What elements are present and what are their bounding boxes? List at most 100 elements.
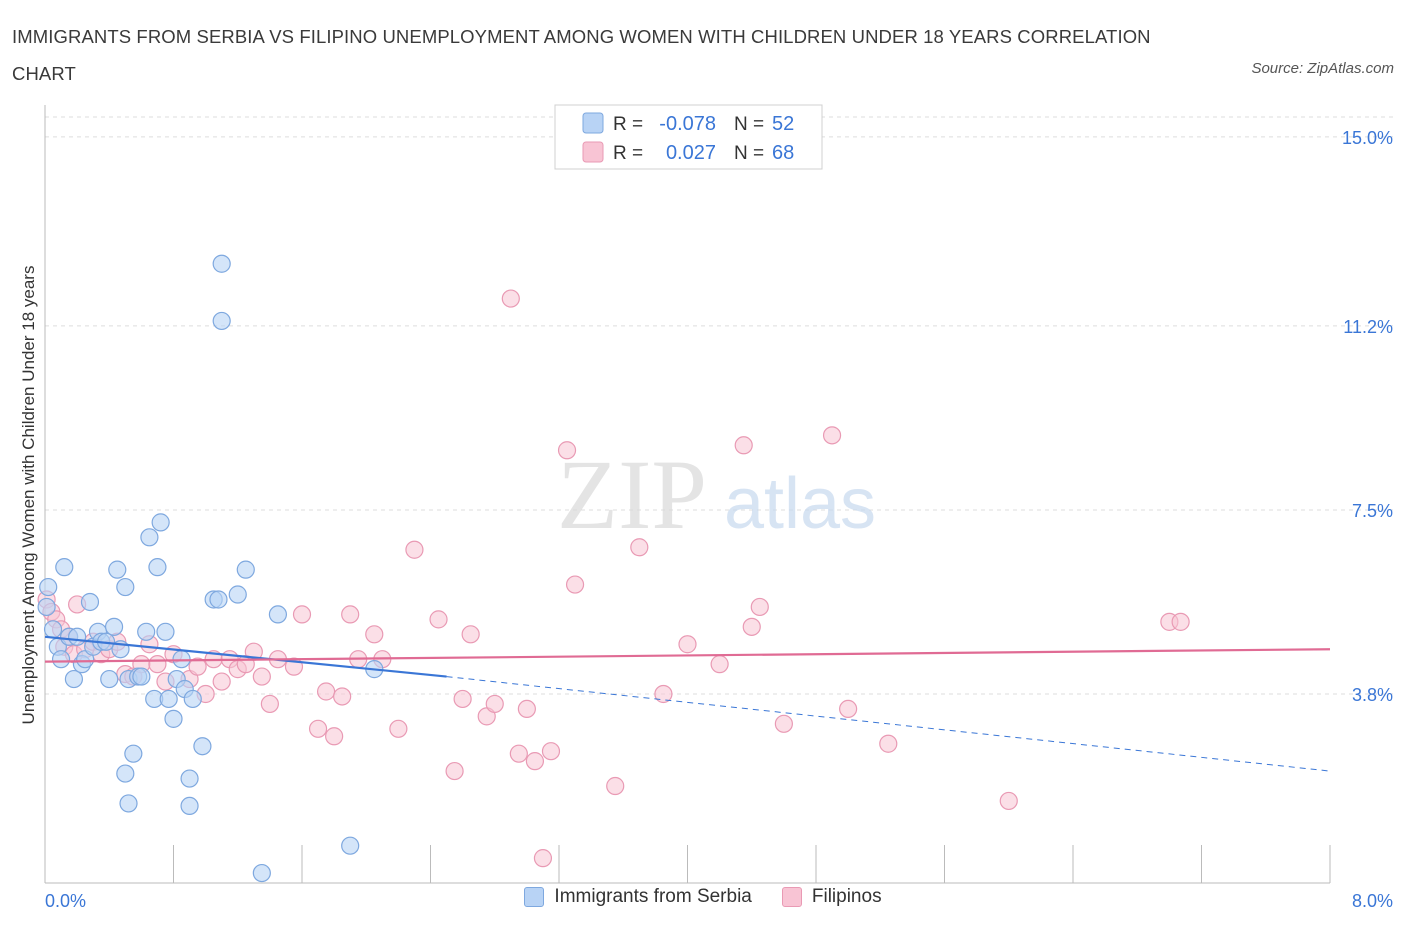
serbia-point	[80, 592, 100, 612]
serbia-point	[180, 769, 199, 788]
stats-legend: R = -0.078 N = 52 R = 0.027 N = 68	[554, 104, 823, 170]
serbia-point	[252, 863, 271, 883]
series-legend-item-serbia: Immigrants from Serbia	[524, 886, 752, 908]
filipino-point	[461, 625, 480, 644]
filipino-point	[774, 714, 793, 733]
serbia-point	[164, 709, 183, 728]
filipinos-points	[37, 289, 1190, 868]
serbia-point	[159, 689, 178, 709]
watermark-zip: ZIP	[557, 439, 707, 550]
serbia-point	[183, 689, 202, 709]
serbia-point	[55, 558, 74, 577]
x-tick-label-min: 0.0%	[45, 891, 86, 911]
filipino-point	[517, 699, 536, 719]
serbia-point	[104, 617, 124, 636]
filipino-point	[292, 605, 312, 624]
y-axis-label: Unemployment Among Women with Children U…	[19, 266, 38, 725]
filipino-point	[654, 684, 673, 704]
serbia-point	[116, 764, 135, 783]
serbia-points	[37, 254, 384, 883]
watermark: ZIP atlas	[557, 439, 876, 550]
filipino-point	[606, 776, 625, 796]
filipino-point	[212, 672, 231, 691]
filipino-point	[630, 538, 649, 557]
legend-r-value-serbia: -0.078	[659, 113, 716, 135]
source-label: Source: ZipAtlas.com	[1251, 60, 1394, 77]
x-tick-label-max: 8.0%	[1352, 891, 1393, 911]
serbia-point	[140, 528, 159, 547]
y-tick-label: 3.8%	[1352, 685, 1393, 705]
series-legend: Immigrants from Serbia Filipinos	[0, 886, 1406, 908]
serbia-point	[209, 590, 228, 609]
serbia-point	[100, 669, 119, 689]
legend-r-value-filipino: 0.027	[666, 142, 716, 164]
y-tick-labels: 3.8% 7.5% 11.2% 15.0%	[1342, 128, 1393, 705]
serbia-point	[212, 254, 231, 273]
filipino-point	[188, 657, 207, 676]
filipino-point	[252, 667, 271, 686]
filipino-point	[316, 682, 336, 701]
filipino-point	[1171, 612, 1190, 631]
legend-swatch-filipino	[582, 141, 604, 163]
legend-n-label-filipino: N =	[734, 143, 764, 164]
filipino-point	[734, 436, 753, 455]
series-legend-label-filipino: Filipinos	[811, 886, 882, 907]
filipino-point	[341, 605, 360, 624]
serbia-point	[180, 796, 199, 816]
legend-r-label-serbia: R =	[613, 114, 643, 135]
serbia-point	[148, 558, 167, 577]
serbia-point	[156, 622, 175, 641]
serbia-point	[64, 669, 84, 689]
serbia-point	[193, 737, 212, 756]
filipino-point	[750, 597, 769, 617]
filipino-point	[365, 625, 384, 644]
legend-n-value-filipino: 68	[772, 142, 794, 164]
legend-swatch-serbia	[582, 112, 604, 134]
serbia-point	[151, 513, 170, 532]
legend-n-label-serbia: N =	[734, 114, 764, 135]
legend-r-label-filipino: R =	[613, 143, 643, 164]
legend-n-value-serbia: 52	[772, 113, 794, 135]
serbia-point	[172, 650, 191, 669]
serbia-point	[228, 585, 247, 604]
serbia-point	[116, 577, 135, 597]
series-legend-label-serbia: Immigrants from Serbia	[554, 886, 752, 907]
grid	[45, 116, 1395, 695]
filipino-point	[325, 727, 344, 746]
filipino-point	[509, 744, 528, 763]
series-legend-swatch-serbia	[524, 887, 545, 907]
filipino-point	[541, 742, 561, 761]
filipino-point	[485, 694, 504, 714]
serbia-point	[124, 744, 143, 763]
filipino-point	[148, 655, 167, 674]
filipino-point	[525, 752, 545, 771]
serbia-point	[212, 311, 231, 331]
filipino-point	[308, 719, 328, 738]
serbia-point	[236, 560, 255, 579]
filipino-point	[710, 655, 729, 674]
filipino-point	[389, 719, 408, 738]
filipino-point	[453, 689, 472, 709]
filipino-point	[822, 426, 842, 445]
y-tick-label: 7.5%	[1352, 501, 1393, 521]
serbia-trend-extension	[446, 676, 1331, 772]
filipino-point	[999, 791, 1018, 811]
filipino-point	[501, 289, 520, 308]
filipino-point	[839, 699, 858, 719]
y-tick-label: 11.2%	[1343, 317, 1393, 337]
filipino-point	[742, 617, 761, 636]
filipino-point	[260, 694, 279, 714]
serbia-point	[37, 597, 56, 617]
serbia-point	[341, 836, 360, 855]
serbia-point	[137, 622, 156, 641]
filipino-point	[879, 734, 898, 753]
trend-lines	[44, 635, 1331, 772]
serbia-point	[268, 605, 288, 624]
series-legend-item-filipino: Filipinos	[781, 886, 882, 908]
filipino-point	[333, 687, 352, 706]
serbia-point	[68, 627, 87, 646]
filipino-point	[445, 761, 464, 781]
axes	[44, 105, 1331, 884]
serbia-point	[43, 620, 63, 639]
